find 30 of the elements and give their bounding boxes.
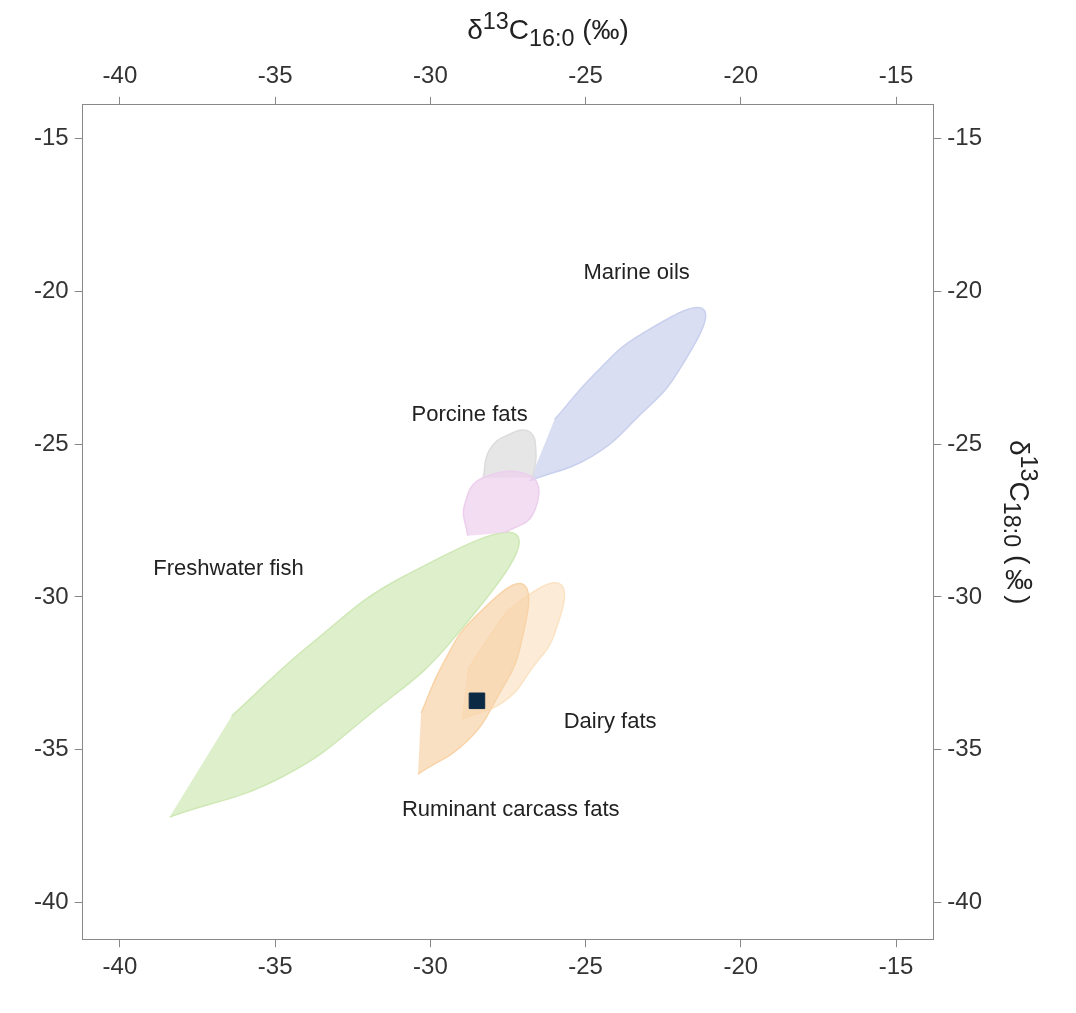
x2-tick-label: -15 [878,61,914,89]
y-tick-label: -20 [34,275,69,303]
y2-tick-label: -15 [947,123,982,151]
y-tick-label: -30 [34,581,69,609]
y2-tick-label: -20 [947,275,982,303]
y-tick-label: -25 [34,428,69,456]
x2-tick-label: -40 [102,61,138,89]
y-tick-label: -15 [34,123,69,151]
x-tick-label: -35 [257,952,293,980]
text: Freshwater fish [153,555,304,581]
text: Dairy fats [563,707,657,733]
x-tick-label: -20 [723,952,759,980]
x2-tick-label: -35 [257,61,293,89]
y-tick-label: -40 [34,887,69,915]
y-tick-label: -35 [34,734,69,762]
x2-axis-title: δ$^{13}$C$_{16:0}$ (‰) [466,8,630,52]
y2-tick-label: -35 [947,734,982,762]
y2-tick-label: -25 [947,428,982,456]
y2-tick-label: -40 [947,887,982,915]
x-tick-label: -15 [878,952,914,980]
x-tick-label: -25 [568,952,603,980]
x2-tick-label: -20 [723,61,759,89]
x2-tick-label: -25 [568,61,603,89]
y2-tick-label: -30 [947,581,982,609]
series-label: Ruminant carcass fats [401,796,620,822]
x2-tick-label: -30 [413,61,448,89]
x-tick-label: -30 [413,952,448,980]
series-label: Marine oils [583,259,690,285]
series-label: Porcine fats [411,400,528,426]
x-tick-label: -40 [102,952,138,980]
